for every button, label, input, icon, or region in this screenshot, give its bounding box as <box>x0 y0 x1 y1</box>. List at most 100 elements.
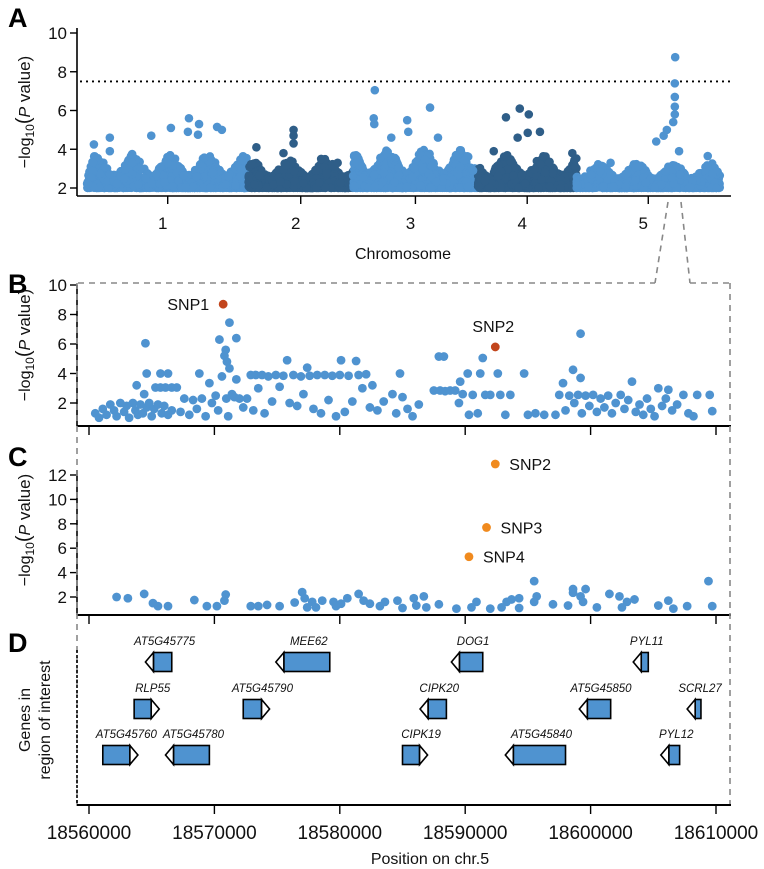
a-point <box>357 162 367 172</box>
a-point <box>544 158 554 167</box>
a-points <box>82 52 725 193</box>
a-point <box>269 180 278 189</box>
a-point <box>159 171 168 180</box>
a-point <box>514 183 523 193</box>
a-point <box>530 165 539 174</box>
a-point <box>179 171 188 180</box>
a-point <box>556 183 565 193</box>
a-y-tick-label: 6 <box>58 102 67 121</box>
a-point <box>534 183 543 193</box>
a-point <box>395 183 405 193</box>
a-point <box>136 164 145 173</box>
a-point <box>290 176 299 186</box>
a-point <box>463 182 472 191</box>
a-point <box>320 183 330 192</box>
a-point <box>168 182 177 191</box>
a-point <box>192 172 201 182</box>
a-point <box>499 152 509 161</box>
a-y-tick-label: 4 <box>58 140 67 159</box>
a-point <box>370 182 380 191</box>
a-point <box>416 181 425 190</box>
a-point <box>369 170 379 179</box>
a-point <box>322 169 331 178</box>
a-point <box>402 182 411 192</box>
a-point <box>387 152 397 162</box>
panel-label-b: B <box>8 269 28 299</box>
a-point <box>290 167 299 176</box>
a-point <box>255 171 264 180</box>
a-point <box>394 163 403 173</box>
a-point <box>358 173 368 182</box>
a-point <box>455 162 465 172</box>
a-point <box>390 177 399 187</box>
a-point <box>163 159 173 168</box>
a-point <box>120 165 130 175</box>
panel-label-a: A <box>8 3 28 33</box>
a-point <box>120 174 129 183</box>
panel-label-c: C <box>8 442 28 472</box>
a-point <box>95 169 105 178</box>
a-point <box>545 182 555 191</box>
a-point <box>151 169 161 179</box>
a-point <box>348 171 358 180</box>
a-point <box>134 180 143 189</box>
a-point <box>174 176 183 186</box>
a-point <box>221 180 231 190</box>
a-y-tick-label: 10 <box>48 24 67 43</box>
a-point <box>418 165 428 174</box>
a-point <box>410 163 419 173</box>
a-point <box>231 181 240 190</box>
a-y-tick-label: 2 <box>58 179 67 198</box>
a-point <box>276 177 285 186</box>
a-point <box>376 153 385 163</box>
a-point <box>427 161 437 171</box>
a-point <box>128 158 137 168</box>
a-point <box>480 176 490 186</box>
a-point <box>141 174 151 183</box>
a-point <box>451 151 460 160</box>
a-point <box>189 182 198 191</box>
a-point <box>88 166 98 176</box>
a-point <box>200 153 209 162</box>
a-point <box>112 179 122 189</box>
a-point <box>311 166 321 176</box>
a-point <box>282 161 291 170</box>
a-point <box>299 179 308 188</box>
a-point <box>485 183 495 193</box>
a-point <box>336 178 346 188</box>
a-point <box>105 170 114 179</box>
a-point <box>83 179 93 189</box>
a-y-tick-label: 8 <box>58 63 67 82</box>
a-point <box>86 173 96 182</box>
a-point <box>88 158 98 167</box>
a-point <box>548 168 557 178</box>
a-point <box>235 172 245 181</box>
a-point <box>100 163 109 172</box>
a-point <box>350 181 359 190</box>
a-point <box>408 172 417 182</box>
a-point <box>364 183 373 192</box>
a-point <box>352 157 361 167</box>
a-point <box>426 183 436 193</box>
a-point <box>104 183 113 193</box>
a-point <box>250 180 259 189</box>
a-point <box>510 162 520 172</box>
a-point <box>262 183 272 192</box>
a-point <box>517 171 526 180</box>
a-point <box>224 172 233 181</box>
a-point <box>205 183 215 192</box>
a-point <box>438 177 447 187</box>
a-point <box>448 175 458 185</box>
a-point <box>156 162 165 172</box>
panel-label-d: D <box>8 628 28 658</box>
a-point <box>198 183 207 193</box>
a-point <box>509 171 518 180</box>
a-point <box>379 168 388 177</box>
a-point <box>181 182 190 192</box>
a-point <box>537 175 546 184</box>
a-point <box>247 160 256 169</box>
a-point <box>315 178 324 187</box>
a-point <box>103 176 112 186</box>
